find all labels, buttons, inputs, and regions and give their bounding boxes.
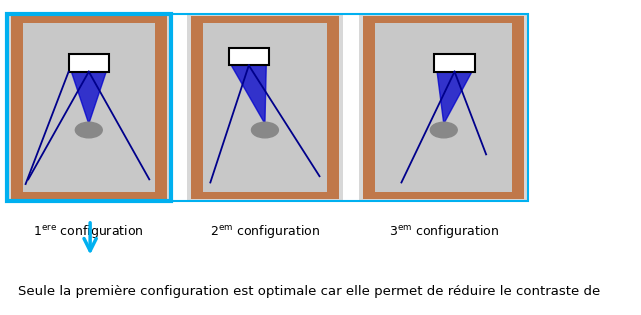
Text: $1^{\mathrm{ere}}$ configuration: $1^{\mathrm{ere}}$ configuration [33,223,144,241]
Bar [191,16,338,23]
Bar [11,16,167,23]
Bar [11,192,167,199]
Bar [229,48,269,66]
Text: Seule la première configuration est optimale car elle permet de réduire le contr: Seule la première configuration est opti… [17,285,600,298]
Bar [359,14,528,201]
Bar [435,54,475,72]
Bar [191,16,203,199]
Polygon shape [437,72,472,124]
Bar [7,14,171,201]
Bar [327,16,338,199]
Bar [363,192,524,199]
Polygon shape [231,66,266,124]
Text: $3^{\mathrm{em}}$ configuration: $3^{\mathrm{em}}$ configuration [388,223,499,240]
Bar [23,23,154,192]
Bar [363,16,524,23]
Bar [375,23,512,192]
Bar [512,16,524,199]
Circle shape [430,122,457,138]
Bar [363,16,375,199]
Bar [187,14,343,201]
Bar [7,14,528,201]
Bar [191,192,338,199]
Bar [203,23,327,192]
Bar [69,54,109,72]
Circle shape [76,122,102,138]
Bar [11,16,23,199]
Bar [154,16,167,199]
Bar [7,14,171,201]
Text: $2^{\mathrm{em}}$ configuration: $2^{\mathrm{em}}$ configuration [210,223,320,240]
Circle shape [251,122,278,138]
Polygon shape [71,72,106,124]
